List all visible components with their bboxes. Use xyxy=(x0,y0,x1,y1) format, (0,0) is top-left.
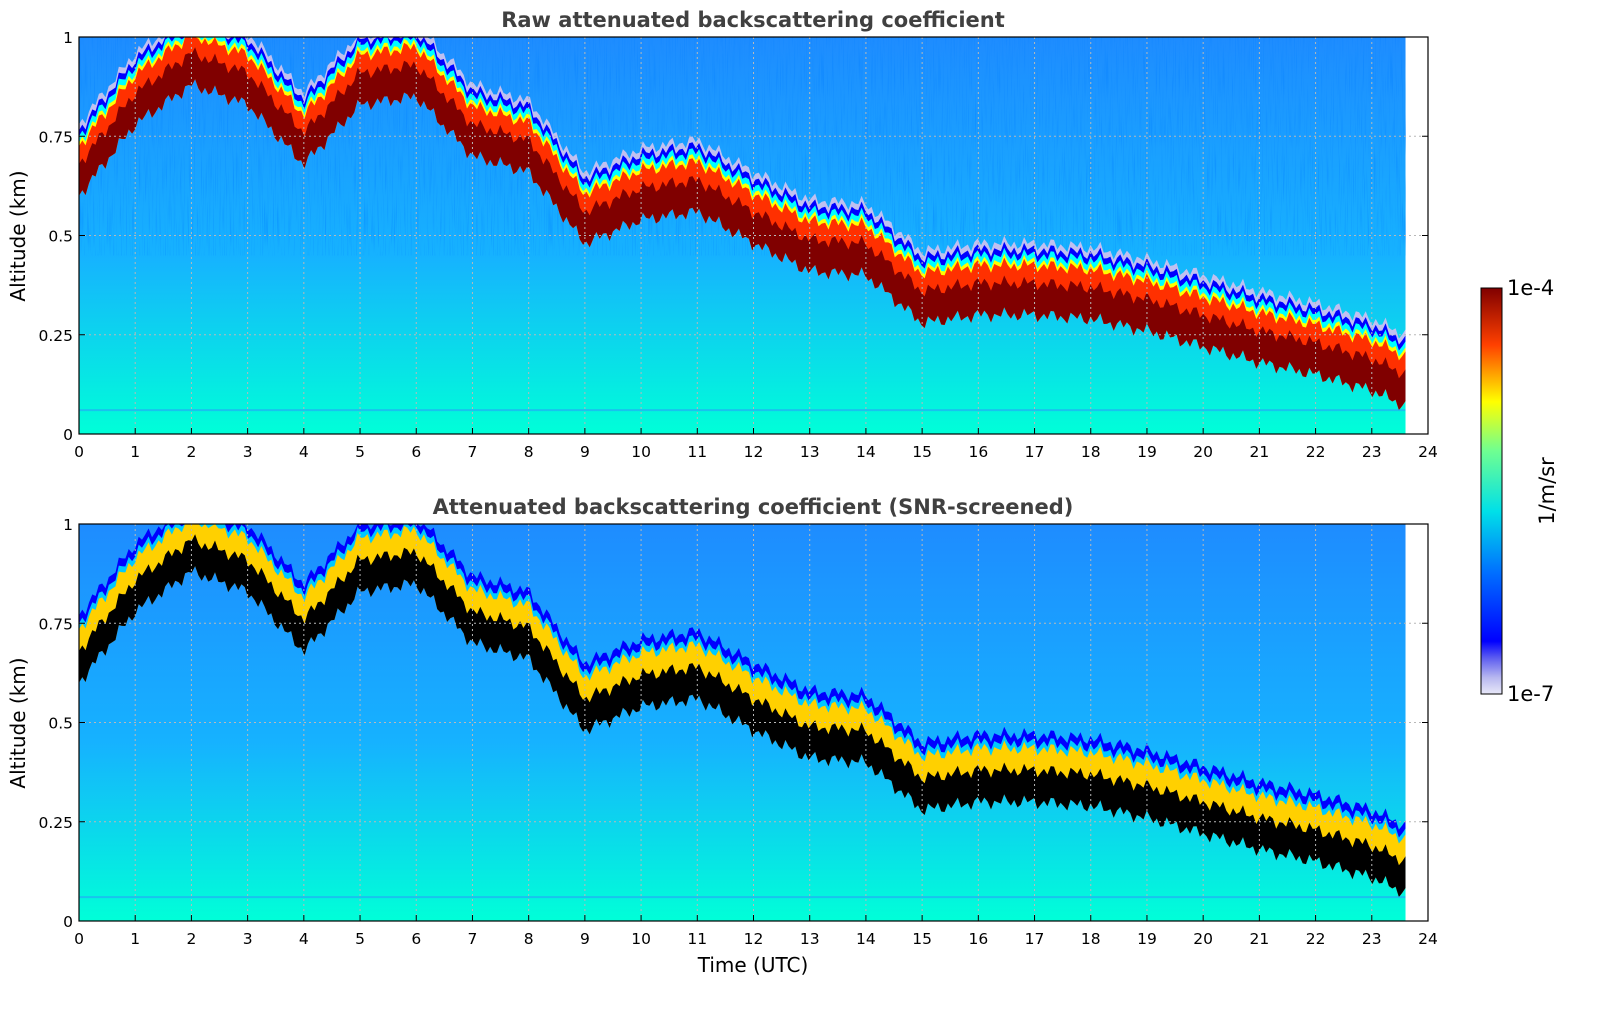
x-tick-label: 21 xyxy=(1250,930,1270,948)
x-tick-label: 17 xyxy=(1025,930,1045,948)
x-tick-label: 16 xyxy=(968,443,988,461)
x-axis-ticks: 0 1 2 3 4 5 6 7 8 9 10 11 12 13 14 15 16 17 18 19 20 21 22 23 24 xyxy=(74,915,1438,948)
raw-backscatter-panel: Raw attenuated backscattering coefficien… xyxy=(6,8,1438,461)
panel-title: Raw attenuated backscattering coefficien… xyxy=(501,8,1005,32)
x-axis-ticks: 0 1 2 3 4 5 6 7 8 9 10 11 12 13 14 15 16 17 18 19 20 21 22 23 24 xyxy=(74,428,1438,461)
colorbar: 1e-4 1e-7 1/m/sr xyxy=(1480,276,1559,706)
x-tick-label: 2 xyxy=(186,930,196,948)
y-axis-ticks: 0 0.25 0.5 0.75 1 xyxy=(38,29,1428,444)
x-tick-label: 8 xyxy=(524,443,534,461)
x-tick-label: 14 xyxy=(856,930,876,948)
x-tick-label: 21 xyxy=(1250,443,1270,461)
x-tick-label: 10 xyxy=(631,930,651,948)
colorbar-max-label: 1e-4 xyxy=(1507,276,1554,300)
y-axis-label: Altitude (km) xyxy=(6,657,30,788)
y-tick-label: 1 xyxy=(63,516,73,534)
x-tick-label: 10 xyxy=(631,443,651,461)
y-tick-label: 0 xyxy=(63,426,73,444)
heatmap-area xyxy=(79,524,1406,921)
x-tick-label: 6 xyxy=(411,930,421,948)
x-tick-label: 23 xyxy=(1362,930,1382,948)
x-tick-label: 12 xyxy=(744,930,764,948)
x-tick-label: 13 xyxy=(800,443,820,461)
x-tick-label: 5 xyxy=(355,443,365,461)
x-tick-label: 7 xyxy=(468,443,478,461)
x-tick-label: 19 xyxy=(1137,443,1157,461)
x-tick-label: 11 xyxy=(687,930,707,948)
x-tick-label: 24 xyxy=(1418,443,1438,461)
x-tick-label: 22 xyxy=(1306,930,1326,948)
x-tick-label: 16 xyxy=(968,930,988,948)
colorbar-min-label: 1e-7 xyxy=(1507,682,1554,706)
y-tick-label: 0.25 xyxy=(38,814,73,832)
cloud-layer-band xyxy=(79,534,1406,898)
x-tick-label: 8 xyxy=(524,930,534,948)
x-tick-label: 24 xyxy=(1418,930,1438,948)
y-tick-label: 0 xyxy=(63,913,73,931)
gridlines xyxy=(79,524,1428,921)
x-tick-label: 22 xyxy=(1306,443,1326,461)
x-tick-label: 18 xyxy=(1081,930,1101,948)
x-tick-label: 20 xyxy=(1193,443,1213,461)
x-tick-label: 19 xyxy=(1137,930,1157,948)
x-tick-label: 6 xyxy=(411,443,421,461)
x-tick-label: 11 xyxy=(687,443,707,461)
x-tick-label: 17 xyxy=(1025,443,1045,461)
x-tick-label: 3 xyxy=(243,930,253,948)
colorbar-gradient xyxy=(1480,287,1503,695)
y-tick-label: 0.75 xyxy=(38,615,73,633)
panel-title: Attenuated backscattering coefficient (S… xyxy=(433,495,1074,519)
x-tick-label: 1 xyxy=(130,443,140,461)
x-tick-label: 18 xyxy=(1081,443,1101,461)
x-tick-label: 23 xyxy=(1362,443,1382,461)
x-tick-label: 14 xyxy=(856,443,876,461)
cloud-layer-band xyxy=(79,47,1406,411)
x-tick-label: 15 xyxy=(912,930,932,948)
heatmap-area xyxy=(79,37,1406,434)
x-tick-label: 9 xyxy=(580,443,590,461)
x-tick-label: 4 xyxy=(299,443,309,461)
snr-screened-panel: Attenuated backscattering coefficient (S… xyxy=(6,495,1438,977)
y-tick-label: 1 xyxy=(63,29,73,47)
x-tick-label: 0 xyxy=(74,443,84,461)
colorbar-unit-label: 1/m/sr xyxy=(1535,457,1559,525)
gridlines xyxy=(79,37,1428,434)
x-tick-label: 13 xyxy=(800,930,820,948)
x-tick-label: 7 xyxy=(468,930,478,948)
x-tick-label: 9 xyxy=(580,930,590,948)
x-tick-label: 15 xyxy=(912,443,932,461)
y-tick-label: 0.5 xyxy=(48,228,73,246)
x-tick-label: 4 xyxy=(299,930,309,948)
x-axis-label: Time (UTC) xyxy=(697,953,809,977)
x-tick-label: 2 xyxy=(186,443,196,461)
x-tick-label: 1 xyxy=(130,930,140,948)
y-axis-ticks: 0 0.25 0.5 0.75 1 xyxy=(38,516,1428,931)
x-tick-label: 3 xyxy=(243,443,253,461)
y-tick-label: 0.25 xyxy=(38,327,73,345)
x-tick-label: 5 xyxy=(355,930,365,948)
x-tick-label: 0 xyxy=(74,930,84,948)
y-axis-label: Altitude (km) xyxy=(6,170,30,301)
x-tick-label: 12 xyxy=(744,443,764,461)
x-tick-label: 20 xyxy=(1193,930,1213,948)
y-tick-label: 0.5 xyxy=(48,715,73,733)
y-tick-label: 0.75 xyxy=(38,128,73,146)
